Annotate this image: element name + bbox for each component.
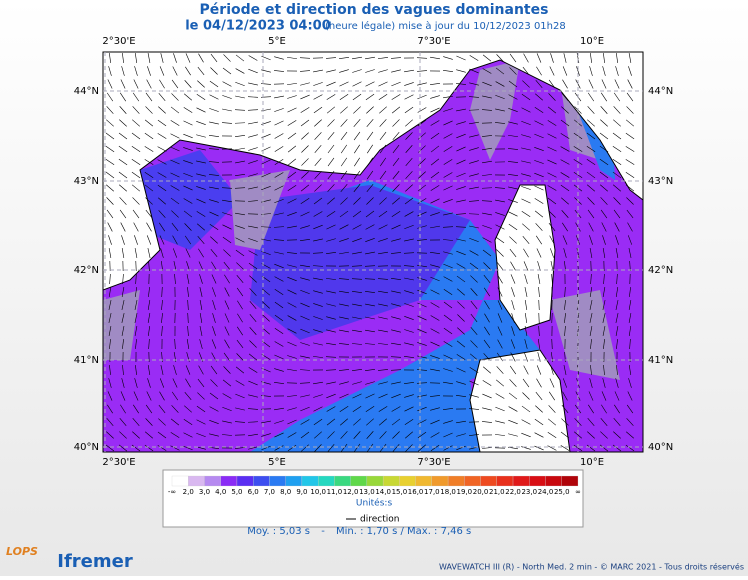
scale-label: 8,0 xyxy=(280,488,291,496)
scale-label: 20,0 xyxy=(473,488,489,496)
lat-label: 41°N xyxy=(648,355,673,366)
lat-label: 40°N xyxy=(74,442,99,453)
scale-label: 23,0 xyxy=(521,488,537,496)
scale-label: 22,0 xyxy=(505,488,521,496)
color-swatch xyxy=(269,476,285,486)
scale-label: 17,0 xyxy=(424,488,440,496)
mean: Moy. : 5,03 s xyxy=(247,526,310,537)
date: le 04/12/2023 04:00 xyxy=(185,19,331,34)
scale-label: 13,0 xyxy=(359,488,375,496)
scale-label: 9,0 xyxy=(296,488,307,496)
color-swatch xyxy=(334,476,350,486)
scale-label: 5,0 xyxy=(231,488,242,496)
color-swatch xyxy=(318,476,334,486)
color-swatch xyxy=(367,476,383,486)
color-swatch xyxy=(204,476,220,486)
color-swatch xyxy=(497,476,513,486)
color-swatch xyxy=(529,476,545,486)
scale-label: ∞ xyxy=(575,488,581,496)
scale-label: 15,0 xyxy=(392,488,408,496)
lon-label: 5°E xyxy=(268,457,286,468)
color-swatch xyxy=(399,476,415,486)
units: Unités:s xyxy=(356,498,393,509)
lon-label: 7°30'E xyxy=(417,457,450,468)
color-swatch xyxy=(383,476,399,486)
lat-label: 43°N xyxy=(74,176,99,187)
scale-label: -∞ xyxy=(168,488,176,496)
separator: - xyxy=(321,526,325,537)
color-swatch xyxy=(481,476,497,486)
lon-label: 10°E xyxy=(580,36,604,47)
scale-label: 2,0 xyxy=(183,488,194,496)
color-swatch xyxy=(188,476,204,486)
color-swatch xyxy=(286,476,302,486)
lat-label: 40°N xyxy=(648,442,673,453)
map xyxy=(103,52,643,452)
lon-label: 2°30'E xyxy=(102,36,135,47)
scale-label: 11,0 xyxy=(327,488,343,496)
scale-label: 14,0 xyxy=(375,488,391,496)
scale-label: 16,0 xyxy=(408,488,424,496)
color-swatch xyxy=(562,476,578,486)
color-swatch xyxy=(432,476,448,486)
color-swatch xyxy=(253,476,269,486)
lon-label: 10°E xyxy=(580,457,604,468)
scale-label: 3,0 xyxy=(199,488,210,496)
color-swatch xyxy=(448,476,464,486)
scale-label: 4,0 xyxy=(215,488,226,496)
title: Période et direction des vagues dominant… xyxy=(200,2,549,18)
lon-label: 7°30'E xyxy=(417,36,450,47)
color-swatch xyxy=(351,476,367,486)
scale-label: 24,0 xyxy=(538,488,554,496)
direction: direction xyxy=(360,515,399,525)
color-swatch xyxy=(221,476,237,486)
lon-label: 5°E xyxy=(268,36,286,47)
color-swatch xyxy=(416,476,432,486)
lat-label: 44°N xyxy=(74,86,99,97)
color-swatch xyxy=(302,476,318,486)
lon-label: 2°30'E xyxy=(102,457,135,468)
lat-label: 42°N xyxy=(648,265,673,276)
lat-label: 44°N xyxy=(648,86,673,97)
color-swatch xyxy=(546,476,562,486)
logo-lops: LOPS xyxy=(6,545,38,558)
color-swatch xyxy=(172,476,188,486)
update: (heure légale) mise à jour du 10/12/2023… xyxy=(325,20,566,32)
minmax: Min. : 1,70 s / Max. : 7,46 s xyxy=(336,526,471,537)
logo-ifremer: Ifremer xyxy=(57,551,133,572)
scale-label: 25,0 xyxy=(554,488,570,496)
lat-label: 43°N xyxy=(648,176,673,187)
lat-label: 42°N xyxy=(74,265,99,276)
scale-label: 21,0 xyxy=(489,488,505,496)
scale-label: 10,0 xyxy=(310,488,326,496)
lat-label: 41°N xyxy=(74,355,99,366)
scale-label: 7,0 xyxy=(264,488,275,496)
scale-label: 12,0 xyxy=(343,488,359,496)
color-swatch xyxy=(513,476,529,486)
color-swatch xyxy=(464,476,480,486)
color-swatch xyxy=(237,476,253,486)
credits: WAVEWATCH III (R) - North Med. 2 min - ©… xyxy=(439,562,744,572)
scale-label: 6,0 xyxy=(248,488,259,496)
scale-label: 18,0 xyxy=(440,488,456,496)
scale-label: 19,0 xyxy=(457,488,473,496)
